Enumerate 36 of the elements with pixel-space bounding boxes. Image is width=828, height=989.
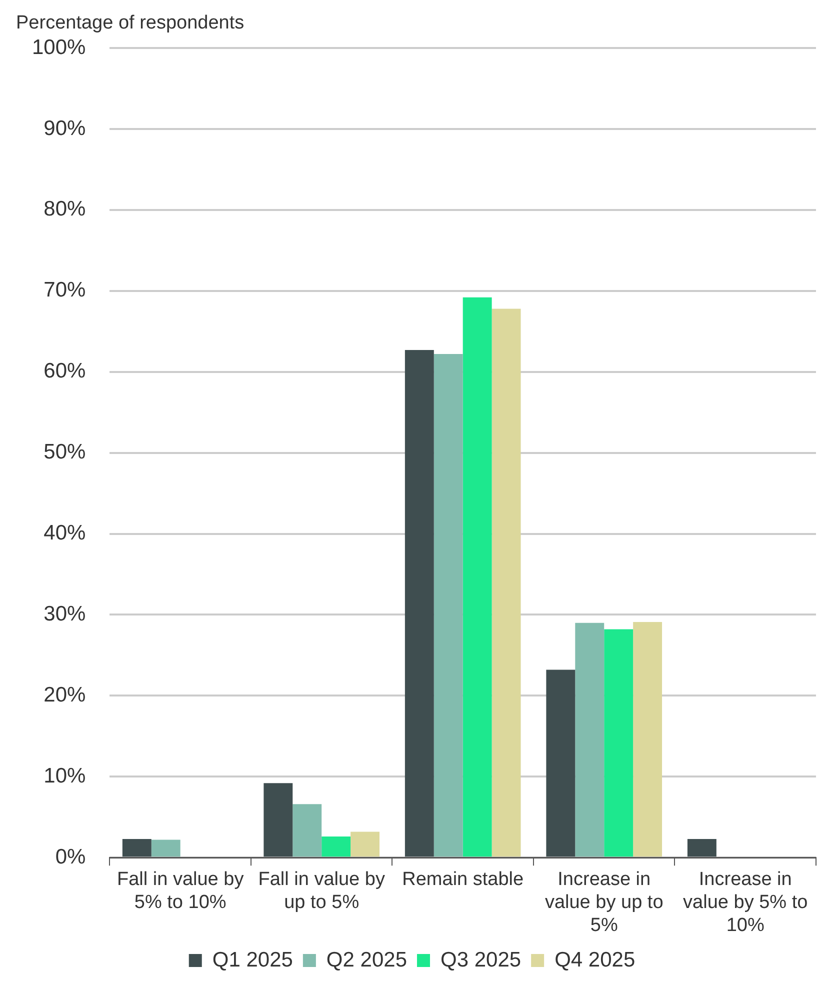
bar [264,783,293,857]
bar [322,836,351,857]
y-tick-label: 10% [44,764,86,788]
y-tick-label: 50% [44,440,86,464]
x-tick-label: Fall in value by up to 5% [258,869,386,914]
bar [546,670,576,857]
x-tick-label: Remain stable [402,869,524,890]
y-tick-label: 90% [44,116,86,140]
legend-label: Q3 2025 [440,948,522,972]
bar [151,840,180,857]
bar [404,350,434,857]
y-tick-label: 70% [44,278,86,302]
legend-label: Q2 2025 [326,948,408,972]
legend-label: Q4 2025 [554,948,636,972]
bar [462,297,492,857]
y-axis-title: Percentage of respondents [16,12,244,34]
x-tick-label: Fall in value by 5% to 10% [116,869,244,914]
y-tick-label: 60% [44,360,86,383]
y-tick-label: 20% [44,683,86,706]
bar [633,622,662,857]
y-tick-label: 80% [44,198,86,221]
bar [575,622,604,857]
bar [604,629,634,857]
x-tick-label: Increase in value by up to 5% [544,869,664,936]
bar [687,838,716,857]
y-tick-label: 40% [44,522,86,545]
y-tick-label: 100% [32,36,86,59]
x-tick-label: Increase in value by 5% to 10% [683,869,808,936]
bar [122,838,152,857]
y-tick-label: 0% [55,845,86,868]
bar [292,804,322,857]
bar [434,354,463,857]
bar [350,832,380,857]
legend-label: Q1 2025 [212,948,293,972]
y-tick-label: 30% [44,602,86,626]
bar [492,308,521,857]
